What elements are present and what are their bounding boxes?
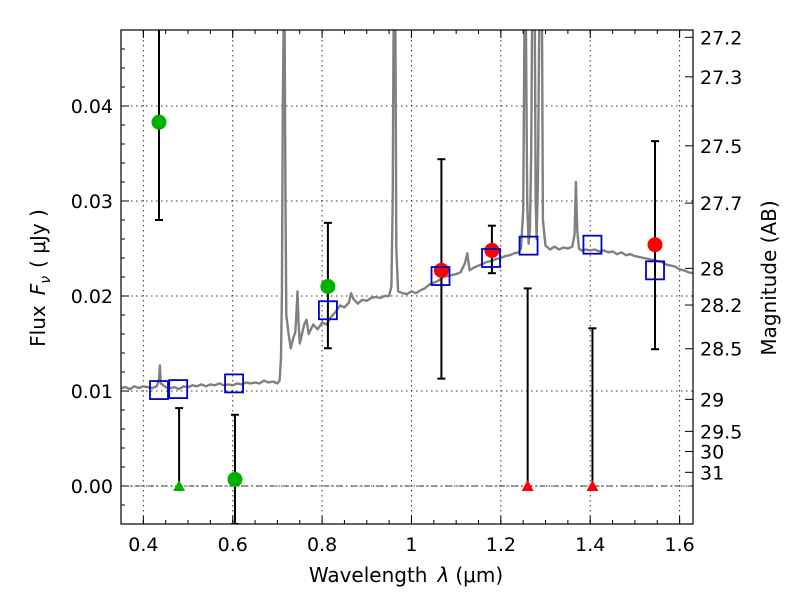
- model-photometry-square: [318, 300, 338, 321]
- model-photometry-square: [430, 266, 451, 286]
- magnitude-tick-label: 27.7: [700, 193, 742, 215]
- magnitude-tick-label: 28.5: [700, 339, 742, 361]
- x-tick-label: 0.6: [218, 534, 248, 556]
- upper-limit-marker: [521, 480, 534, 491]
- magnitude-tick-label: 27.2: [700, 27, 742, 49]
- magnitude-axis-label: Magnitude (AB): [757, 200, 781, 355]
- data-point: [227, 471, 243, 487]
- spectrum-line: [121, 30, 693, 391]
- data-point: [433, 262, 449, 278]
- x-tick-label: 1: [405, 534, 417, 556]
- y-tick-label: 0.01: [71, 381, 113, 403]
- model-photometry-square: [168, 379, 189, 400]
- model-photometry-square: [645, 260, 665, 281]
- magnitude-tick-label: 28.2: [700, 295, 742, 317]
- magnitude-tick-label: 28: [700, 258, 724, 280]
- y-tick-label: 0.00: [71, 476, 113, 498]
- y-tick-label: 0.02: [71, 286, 113, 308]
- y-tick-label: 0.04: [71, 96, 113, 118]
- y-axis-label: FluxFν( μJy ): [26, 209, 54, 347]
- plot-area: [121, 30, 693, 524]
- tick-labels: 0.4 0.6 0.8 1 1.2 1.4 1.6 0.00 0.01 0.02 0.03 0.04 2…: [71, 27, 743, 556]
- model-photometry-square: [149, 380, 169, 400]
- model-photometry-square: [582, 234, 603, 255]
- data-point: [151, 114, 167, 130]
- y-tick-label: 0.03: [71, 191, 113, 213]
- plot-frame: [120, 29, 694, 525]
- magnitude-tick-label: 29: [700, 389, 724, 411]
- grid: [121, 30, 693, 524]
- magnitude-tick-label: 27.5: [700, 136, 742, 158]
- x-tick-label: 0.4: [128, 534, 158, 556]
- data-point: [484, 242, 500, 258]
- axis-ticks: [121, 30, 693, 524]
- magnitude-tick-label: 30: [700, 442, 724, 464]
- model-photometry-square: [481, 248, 501, 268]
- data-point: [647, 237, 663, 253]
- upper-limit-marker: [586, 480, 599, 491]
- magnitude-tick-label: 27.3: [700, 67, 742, 89]
- magnitude-tick-label: 31: [700, 462, 724, 484]
- data-point: [320, 279, 336, 294]
- x-tick-label: 1.6: [664, 534, 694, 556]
- x-tick-label: 0.8: [307, 534, 337, 556]
- upper-limit-marker: [173, 480, 186, 491]
- x-axis-label: Wavelength λ (μm): [309, 563, 503, 587]
- x-tick-label: 1.4: [575, 534, 605, 556]
- x-tick-label: 1.2: [486, 534, 516, 556]
- model-photometry-square: [518, 235, 539, 256]
- magnitude-tick-label: 29.5: [700, 421, 742, 443]
- model-photometry-square: [224, 373, 244, 394]
